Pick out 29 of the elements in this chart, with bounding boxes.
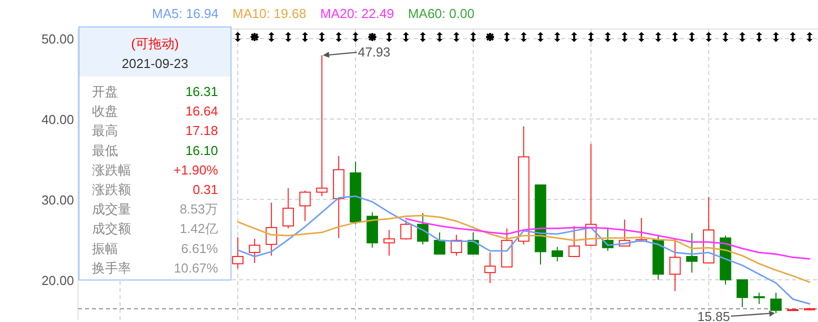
annotation: 2021-09-23 [122, 56, 188, 71]
annotation: 换手率 [92, 260, 131, 276]
annotation: (可拖动) [131, 36, 179, 51]
annotation: 17.18 [185, 123, 218, 138]
annotation: 47.93 [358, 44, 390, 60]
y-tick-label: 30.00 [41, 192, 74, 208]
y-tick-label: 50.00 [41, 32, 74, 47]
annotation: 1.42亿 [180, 221, 218, 236]
annotation: 16.64 [185, 104, 218, 119]
annotation: 涨跌幅 [92, 162, 131, 178]
annotation: 0.31 [192, 182, 218, 197]
annotation: 最低 [92, 142, 118, 158]
annotation: +1.90% [174, 162, 218, 178]
annotation: 成交额 [92, 221, 131, 236]
annotation: 8.53万 [180, 202, 218, 217]
annotation: 收盘 [92, 104, 118, 119]
annotation: 最高 [92, 123, 118, 138]
annotation: 16.10 [185, 142, 218, 158]
annotation: 16.31 [185, 84, 218, 99]
annotation: 15.85 [697, 309, 730, 322]
y-tick-label: 20.00 [41, 272, 74, 288]
annotation: 涨跌额 [92, 182, 131, 197]
y-tick-label: 40.00 [41, 112, 74, 128]
annotation: 成交量 [92, 202, 131, 217]
annotation: 10.67% [174, 260, 218, 276]
annotation: 开盘 [92, 84, 118, 99]
legend: MA5: 16.94 MA10: 19.68 MA20: 22.49 MA60: 0.00 [152, 6, 474, 21]
annotation: 振幅 [92, 240, 118, 256]
annotation: 6.61% [181, 240, 218, 256]
